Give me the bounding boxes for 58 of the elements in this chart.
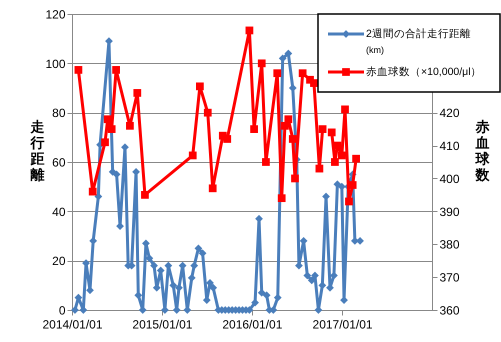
point bbox=[341, 106, 349, 114]
point bbox=[331, 158, 339, 166]
y2-tick-label: 400 bbox=[440, 172, 460, 186]
point bbox=[352, 154, 360, 163]
point bbox=[246, 26, 254, 34]
y2-tick-label: 360 bbox=[440, 304, 460, 318]
point bbox=[345, 198, 353, 206]
y-tick-label: 0 bbox=[58, 304, 66, 318]
point bbox=[74, 66, 82, 74]
point bbox=[250, 125, 258, 133]
y2-tick-label: 410 bbox=[440, 139, 460, 154]
point bbox=[278, 194, 286, 202]
point bbox=[141, 191, 149, 199]
point bbox=[126, 122, 134, 130]
point bbox=[316, 164, 324, 172]
x-tick-label: 2015/01/01 bbox=[132, 318, 193, 332]
y2-tick-label: 380 bbox=[440, 238, 460, 252]
point bbox=[101, 138, 109, 146]
point bbox=[204, 108, 212, 117]
point bbox=[104, 115, 112, 124]
point bbox=[348, 181, 357, 189]
x-tick-label: 2014/01/01 bbox=[42, 318, 103, 332]
point bbox=[258, 59, 266, 68]
point bbox=[188, 152, 197, 160]
point bbox=[88, 188, 97, 196]
point bbox=[291, 174, 299, 182]
legend-label: 赤血球数（×10,000/μl） bbox=[366, 65, 482, 78]
y2-axis-title: 赤血球数 bbox=[474, 118, 490, 182]
point bbox=[108, 125, 116, 133]
point bbox=[281, 122, 289, 130]
point bbox=[310, 79, 318, 87]
point bbox=[273, 69, 282, 78]
y-tick-label: 60 bbox=[52, 156, 66, 170]
x-tick-label: 2016/01/01 bbox=[222, 318, 283, 332]
y-axis-title: 走行距離 bbox=[30, 118, 44, 182]
y2-tick-label: 390 bbox=[440, 204, 460, 219]
point bbox=[262, 158, 270, 166]
legend-label: 2週間の合計走行距離(km) bbox=[366, 27, 471, 55]
point bbox=[338, 152, 346, 160]
point bbox=[208, 184, 217, 192]
y-tick-label: 120 bbox=[45, 8, 66, 22]
y-tick-label: 20 bbox=[52, 254, 66, 268]
y-tick-label: 80 bbox=[52, 106, 66, 120]
point bbox=[298, 69, 307, 78]
point bbox=[334, 142, 342, 150]
point bbox=[133, 89, 142, 97]
y-tick-label: 100 bbox=[45, 56, 66, 71]
point bbox=[328, 128, 336, 136]
point bbox=[284, 115, 292, 124]
x-tick-label: 2017/01/01 bbox=[312, 318, 373, 332]
point bbox=[318, 125, 326, 133]
point bbox=[223, 135, 232, 143]
y2-tick-label: 420 bbox=[440, 106, 460, 120]
y-tick-label: 40 bbox=[52, 204, 66, 219]
point bbox=[196, 82, 204, 90]
point bbox=[112, 66, 120, 74]
y2-tick-label: 370 bbox=[440, 270, 460, 285]
point bbox=[288, 135, 297, 143]
